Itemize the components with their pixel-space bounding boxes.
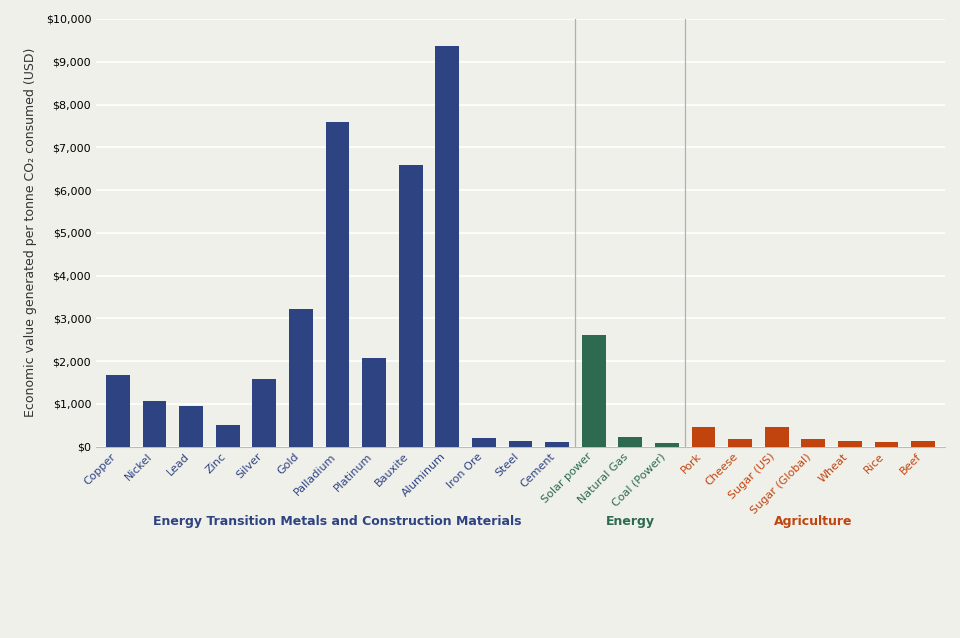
Bar — [472, 438, 495, 447]
Bar — [691, 427, 715, 447]
Bar — [216, 425, 240, 447]
Bar — [655, 443, 679, 447]
Bar — [289, 309, 313, 447]
Bar — [106, 375, 130, 447]
Bar — [325, 122, 349, 447]
Y-axis label: Economic value generated per tonne CO₂ consumed (USD): Economic value generated per tonne CO₂ c… — [24, 48, 37, 417]
Bar — [802, 439, 826, 447]
Bar — [875, 442, 899, 447]
Bar — [398, 165, 422, 447]
Bar — [180, 406, 203, 447]
Text: Energy: Energy — [606, 515, 655, 528]
Text: Energy Transition Metals and Construction Materials: Energy Transition Metals and Constructio… — [154, 515, 522, 528]
Bar — [765, 427, 788, 447]
Bar — [252, 380, 276, 447]
Bar — [362, 358, 386, 447]
Bar — [911, 441, 935, 447]
Bar — [618, 437, 642, 447]
Bar — [838, 441, 862, 447]
Bar — [143, 401, 166, 447]
Text: Agriculture: Agriculture — [774, 515, 852, 528]
Bar — [545, 442, 569, 447]
Bar — [582, 334, 606, 447]
Bar — [729, 439, 752, 447]
Bar — [436, 45, 459, 447]
Bar — [509, 441, 533, 447]
